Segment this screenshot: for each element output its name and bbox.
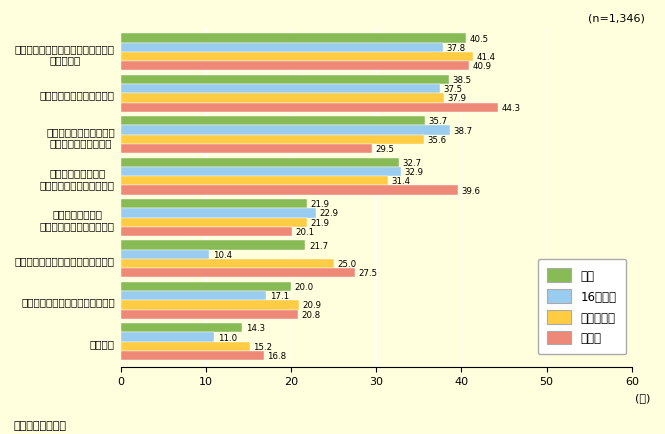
Text: 14.3: 14.3 xyxy=(246,324,265,332)
Bar xyxy=(120,351,264,361)
Text: 32.7: 32.7 xyxy=(402,158,422,168)
Text: 27.5: 27.5 xyxy=(358,269,378,278)
Text: 35.7: 35.7 xyxy=(428,117,448,126)
Text: (％): (％) xyxy=(634,392,650,402)
Text: 15.2: 15.2 xyxy=(253,342,273,351)
Bar xyxy=(120,158,399,168)
Text: 44.3: 44.3 xyxy=(501,103,521,112)
Legend: 総数, 16大都市, その他の市, 町・村: 総数, 16大都市, その他の市, 町・村 xyxy=(538,259,626,354)
Text: 20.1: 20.1 xyxy=(295,227,315,237)
Bar xyxy=(120,53,473,62)
Bar xyxy=(120,333,214,342)
Bar xyxy=(120,94,444,103)
Text: 40.9: 40.9 xyxy=(473,62,491,71)
Text: 38.7: 38.7 xyxy=(454,126,473,135)
Bar xyxy=(120,62,469,71)
Bar xyxy=(120,342,250,351)
Text: 16.8: 16.8 xyxy=(267,352,286,360)
Bar xyxy=(120,301,299,310)
Text: 41.4: 41.4 xyxy=(477,53,496,62)
Text: 21.9: 21.9 xyxy=(311,218,330,227)
Bar xyxy=(120,168,401,177)
Bar xyxy=(120,186,458,195)
Bar xyxy=(120,117,425,126)
Text: 20.8: 20.8 xyxy=(301,310,321,319)
Bar xyxy=(120,269,355,278)
Text: 25.0: 25.0 xyxy=(337,260,356,269)
Bar xyxy=(120,76,449,85)
Text: 37.9: 37.9 xyxy=(447,94,466,103)
Text: 35.6: 35.6 xyxy=(428,135,446,145)
Text: 10.4: 10.4 xyxy=(213,250,231,259)
Bar xyxy=(120,250,209,260)
Bar xyxy=(120,310,298,319)
Text: 20.0: 20.0 xyxy=(295,282,313,291)
Text: 29.5: 29.5 xyxy=(375,145,394,154)
Bar xyxy=(120,260,334,269)
Bar xyxy=(120,291,266,301)
Bar xyxy=(120,85,440,94)
Bar xyxy=(120,43,443,53)
Bar xyxy=(120,177,388,186)
Bar xyxy=(120,218,307,227)
Text: 22.9: 22.9 xyxy=(319,209,338,218)
Text: 20.9: 20.9 xyxy=(302,301,321,310)
Text: 21.7: 21.7 xyxy=(309,241,328,250)
Text: 31.4: 31.4 xyxy=(392,177,411,186)
Bar xyxy=(120,34,465,43)
Bar xyxy=(120,103,498,112)
Bar xyxy=(120,126,450,135)
Text: 37.8: 37.8 xyxy=(446,44,466,53)
Text: 39.6: 39.6 xyxy=(462,186,480,195)
Text: 11.0: 11.0 xyxy=(217,333,237,342)
Bar xyxy=(120,135,424,145)
Text: 38.5: 38.5 xyxy=(452,76,471,85)
Bar xyxy=(120,145,372,154)
Bar xyxy=(120,209,316,218)
Text: (n=1,346): (n=1,346) xyxy=(588,13,645,23)
Bar xyxy=(120,227,292,237)
Text: 40.5: 40.5 xyxy=(469,34,488,43)
Text: 21.9: 21.9 xyxy=(311,200,330,209)
Text: 17.1: 17.1 xyxy=(270,292,289,300)
Bar xyxy=(120,282,291,291)
Bar xyxy=(120,200,307,209)
Text: 37.5: 37.5 xyxy=(444,85,463,94)
Text: 資料）国土交通省: 資料）国土交通省 xyxy=(13,420,66,430)
Bar xyxy=(120,323,243,333)
Text: 32.9: 32.9 xyxy=(404,168,424,177)
Bar xyxy=(120,241,305,250)
